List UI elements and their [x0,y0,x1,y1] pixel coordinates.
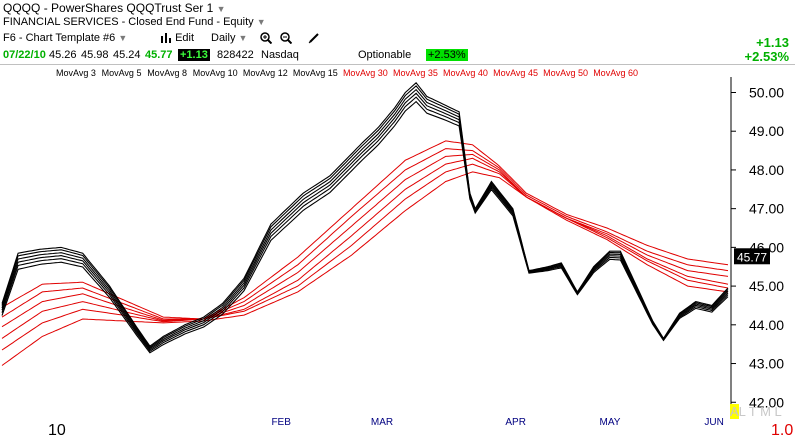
legend-item: MovAvg 12 [243,68,288,78]
legend-item: MovAvg 30 [343,68,388,78]
legend-item: MovAvg 60 [593,68,638,78]
chevron-down-icon: ▼ [118,33,128,43]
legend-item: MovAvg 15 [293,68,338,78]
scale-readout: 1.0 [771,422,794,439]
ma-line-movavg-5 [1,85,729,349]
y-tick-label: 50.00 [749,84,784,100]
y-tick-label: 49.00 [749,123,784,139]
legend-item: MovAvg 35 [393,68,438,78]
y-tick-label: 42.00 [749,394,784,410]
quote-low: 45.24 [113,49,141,61]
title-separator: - [43,1,48,15]
legend-item: MovAvg 50 [543,68,588,78]
ma-line-movavg-30 [1,140,729,320]
quote-close: 45.77 [145,49,173,61]
y-tick-label: 47.00 [749,201,784,217]
timeframe-a[interactable]: A [730,404,739,419]
edit-button[interactable]: Edit [160,32,194,44]
category: FINANCIAL SERVICES - Closed End Fund - E… [3,16,254,28]
legend: MovAvg 3 MovAvg 5 MovAvg 8 MovAvg 10 MovAvg … [56,68,638,78]
y-tick-label: 48.00 [749,162,784,178]
chart: MovAvg 3 MovAvg 5 MovAvg 8 MovAvg 10 MovAvg … [1,68,784,439]
side-pct-change: +2.53% [744,49,789,64]
date-axis: 10FEBMARAPRMAYJUNJUL [48,417,724,439]
quote-volume: 828422 [217,49,254,61]
ma-line-movavg-3 [1,82,729,347]
ma-line-movavg-40 [1,153,729,328]
zoom-out-icon [280,32,292,45]
header-divider [0,64,795,65]
timeframe-rest[interactable]: L T M L [738,404,782,419]
legend-item: MovAvg 3 [56,68,96,78]
quote-pct-change: +2.53% [426,49,468,61]
quote-high: 45.98 [81,49,109,61]
legend-item: MovAvg 8 [147,68,187,78]
ma-line-movavg-35 [1,148,729,320]
zoom-out-button[interactable] [280,32,292,45]
chevron-down-icon: ▼ [238,33,248,43]
ma-line-movavg-15 [1,100,729,354]
y-tick-label: 43.00 [749,356,784,372]
ma-line-movavg-12 [1,96,729,353]
ma-line-movavg-10 [1,92,729,351]
chart-template-select[interactable]: F6 - Chart Template #6 ▼ [3,32,127,44]
quote-date: 07/22/10 [3,49,46,61]
bar-chart-icon [161,33,171,44]
price-axis: 42.0043.0044.0045.0046.0047.0048.0049.00… [730,77,784,410]
template-label: F6 - Chart Template #6 [3,32,116,44]
ma-line-movavg-45 [1,157,729,339]
zoom-in-icon [260,32,272,45]
legend-item: MovAvg 10 [193,68,238,78]
quote-open: 45.26 [49,49,77,61]
x-tick-label: APR [505,417,526,428]
optionable-label: Optionable [358,49,412,61]
side-change: +1.13 [756,35,789,50]
legend-item: MovAvg 40 [443,68,488,78]
timeframe-selector[interactable]: AL T M L [730,404,782,419]
legend-item: MovAvg 45 [493,68,538,78]
ma-line-movavg-50 [1,163,729,351]
x-tick-label: MAY [599,417,620,428]
chevron-down-icon[interactable]: ▼ [216,4,226,14]
chevron-down-icon[interactable]: ▼ [256,17,266,27]
short-moving-averages [1,82,729,354]
quote-change: +1.13 [178,49,210,61]
last-price-box [734,248,770,265]
zoom-in-button[interactable] [260,32,272,45]
category-row: FINANCIAL SERVICES - Closed End Fund - E… [3,16,266,28]
ma-line-movavg-60 [1,171,729,366]
ma-line-movavg-8 [1,88,729,350]
symbol: QQQQ [3,1,41,15]
period-select[interactable]: Daily ▼ [211,32,247,44]
last-price-label: 45.77 [737,250,767,264]
pencil-icon [308,33,319,44]
legend-item: MovAvg 5 [102,68,142,78]
y-tick-label: 44.00 [749,317,784,333]
draw-button[interactable] [308,32,320,44]
period-label: Daily [211,32,236,44]
x-tick-label: JUN [704,417,723,428]
x-tick-label: MAR [371,417,393,428]
edit-label: Edit [175,32,195,44]
security-name: PowerShares QQQTrust Ser 1 [51,1,214,15]
x-tick-label: 10 [48,422,66,439]
quote-exchange: Nasdaq [261,49,299,61]
title-row: QQQQ - PowerShares QQQTrust Ser 1 ▼ [3,1,226,15]
x-tick-label: FEB [271,417,291,428]
y-tick-label: 45.00 [749,278,784,294]
